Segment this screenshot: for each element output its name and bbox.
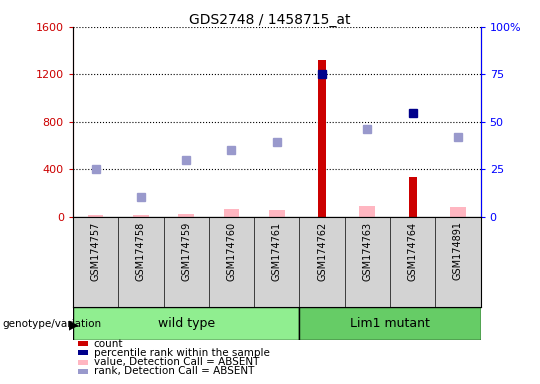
Text: GSM174763: GSM174763 — [362, 222, 373, 281]
Text: Lim1 mutant: Lim1 mutant — [350, 317, 430, 330]
Bar — [133, 215, 149, 217]
Bar — [178, 214, 194, 217]
Text: rank, Detection Call = ABSENT: rank, Detection Call = ABSENT — [93, 366, 254, 376]
Text: GSM174760: GSM174760 — [226, 222, 237, 281]
Bar — [87, 215, 104, 217]
Text: GSM174761: GSM174761 — [272, 222, 282, 281]
Text: count: count — [93, 339, 123, 349]
Text: genotype/variation: genotype/variation — [3, 319, 102, 329]
Bar — [274, 210, 280, 217]
Bar — [224, 209, 239, 217]
Text: GDS2748 / 1458715_at: GDS2748 / 1458715_at — [189, 13, 351, 27]
Bar — [450, 207, 466, 217]
Bar — [138, 215, 144, 217]
Bar — [93, 215, 98, 217]
Text: percentile rank within the sample: percentile rank within the sample — [93, 348, 269, 358]
Bar — [73, 307, 299, 340]
Text: GSM174764: GSM174764 — [408, 222, 417, 281]
Text: value, Detection Call = ABSENT: value, Detection Call = ABSENT — [93, 357, 259, 367]
Bar — [299, 307, 481, 340]
Text: GSM174891: GSM174891 — [453, 222, 463, 280]
Text: GSM174762: GSM174762 — [317, 222, 327, 281]
Text: ▶: ▶ — [69, 318, 79, 331]
Bar — [318, 60, 326, 217]
Bar — [184, 214, 189, 217]
Bar — [409, 177, 417, 217]
Bar — [229, 210, 234, 217]
Text: wild type: wild type — [158, 317, 215, 330]
Bar — [364, 215, 370, 217]
Bar — [360, 206, 375, 217]
Text: GSM174757: GSM174757 — [91, 222, 100, 281]
Bar — [455, 215, 461, 217]
Text: GSM174759: GSM174759 — [181, 222, 191, 281]
Bar — [269, 210, 285, 217]
Text: GSM174758: GSM174758 — [136, 222, 146, 281]
